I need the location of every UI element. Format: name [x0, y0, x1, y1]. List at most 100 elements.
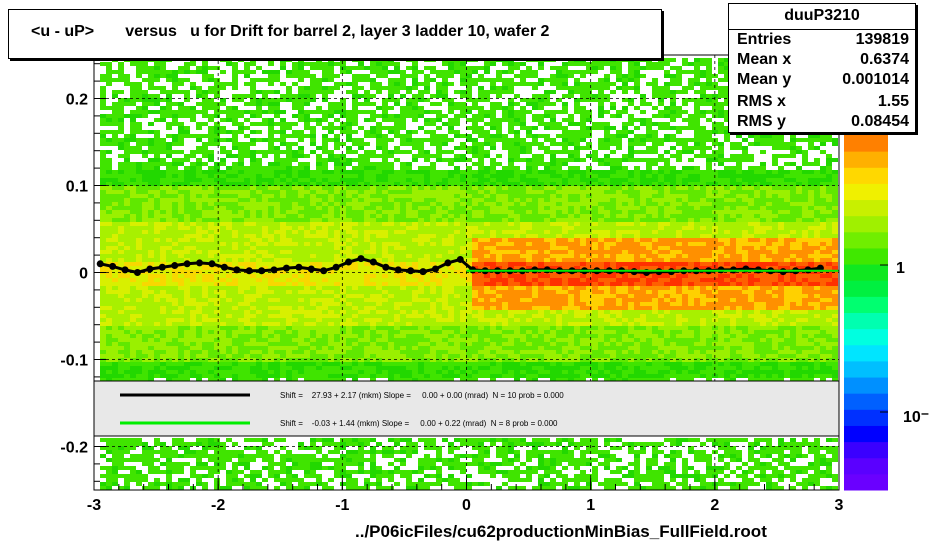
heat-cell: [214, 134, 220, 138]
heat-cell: [442, 250, 448, 254]
heat-cell: [352, 274, 358, 278]
heat-cell: [118, 170, 124, 174]
heat-cell: [400, 126, 406, 130]
heat-cell: [268, 182, 274, 186]
heat-cell: [292, 170, 298, 174]
heat-cell: [388, 190, 394, 194]
heat-cell: [142, 150, 148, 154]
heat-cell: [418, 230, 424, 234]
heat-cell: [160, 90, 166, 94]
heat-cell: [262, 250, 268, 254]
heat-cell: [238, 178, 244, 182]
heat-cell: [166, 70, 172, 74]
heat-cell: [298, 194, 304, 198]
heat-cell: [220, 194, 226, 198]
heat-cell: [118, 194, 124, 198]
heat-cell: [178, 194, 184, 198]
heat-cell: [208, 310, 214, 314]
heat-cell: [376, 222, 382, 226]
heat-cell: [358, 294, 364, 298]
heat-cell: [238, 454, 244, 458]
heat-cell: [448, 58, 454, 62]
heat-cell: [232, 78, 238, 82]
heat-cell: [130, 94, 136, 98]
heat-cell: [454, 286, 460, 290]
heat-cell: [232, 374, 238, 378]
heat-cell: [262, 110, 268, 114]
heat-cell: [412, 230, 418, 234]
heat-cell: [268, 70, 274, 74]
heat-cell: [166, 186, 172, 190]
heat-cell: [256, 170, 262, 174]
heat-cell: [280, 230, 286, 234]
heat-cell: [412, 326, 418, 330]
heat-cell: [256, 222, 262, 226]
heat-cell: [298, 286, 304, 290]
heat-cell: [160, 178, 166, 182]
heat-cell: [400, 278, 406, 282]
heat-cell: [448, 274, 454, 278]
heat-cell: [460, 146, 466, 150]
heat-cell: [226, 326, 232, 330]
heat-cell: [400, 190, 406, 194]
heat-cell: [208, 362, 214, 366]
heat-cell: [130, 334, 136, 338]
heat-cell: [292, 94, 298, 98]
heat-cell: [262, 154, 268, 158]
heat-cell: [244, 262, 250, 266]
heat-cell: [166, 182, 172, 186]
heat-cell: [262, 174, 268, 178]
heat-cell: [400, 142, 406, 146]
heat-cell: [196, 334, 202, 338]
heat-cell: [442, 462, 448, 466]
heat-cell: [412, 342, 418, 346]
heat-cell: [448, 294, 454, 298]
heat-cell: [250, 206, 256, 210]
heat-cell: [106, 250, 112, 254]
heat-cell: [370, 194, 376, 198]
heat-cell: [208, 118, 214, 122]
heat-cell: [238, 322, 244, 326]
heat-cell: [298, 154, 304, 158]
heat-cell: [136, 378, 142, 382]
heat-cell: [292, 358, 298, 362]
heat-cell: [394, 470, 400, 474]
heat-cell: [406, 306, 412, 310]
heat-cell: [106, 466, 112, 470]
heat-cell: [382, 358, 388, 362]
heat-cell: [238, 58, 244, 62]
heat-cell: [202, 230, 208, 234]
heat-cell: [232, 362, 238, 366]
heat-cell: [232, 334, 238, 338]
heat-cell: [184, 274, 190, 278]
heat-cell: [358, 450, 364, 454]
heat-cell: [232, 298, 238, 302]
heat-cell: [298, 358, 304, 362]
heat-cell: [406, 190, 412, 194]
heat-cell: [442, 330, 448, 334]
heat-cell: [364, 358, 370, 362]
heat-cell: [472, 234, 478, 238]
heat-cell: [454, 214, 460, 218]
heat-cell: [160, 470, 166, 474]
heat-cell: [112, 106, 118, 110]
heat-cell: [238, 462, 244, 466]
heat-cell: [226, 130, 232, 134]
heat-cell: [184, 302, 190, 306]
heat-cell: [364, 202, 370, 206]
heat-cell: [130, 310, 136, 314]
heat-cell: [424, 314, 430, 318]
heat-cell: [208, 66, 214, 70]
heat-cell: [202, 358, 208, 362]
heat-cell: [172, 178, 178, 182]
heat-cell: [286, 302, 292, 306]
heat-cell: [466, 134, 472, 138]
heat-cell: [142, 254, 148, 258]
heat-cell: [148, 454, 154, 458]
heat-cell: [286, 94, 292, 98]
heat-cell: [376, 470, 382, 474]
heat-cell: [124, 438, 130, 442]
heat-cell: [232, 274, 238, 278]
heat-cell: [274, 350, 280, 354]
heat-cell: [388, 474, 394, 478]
